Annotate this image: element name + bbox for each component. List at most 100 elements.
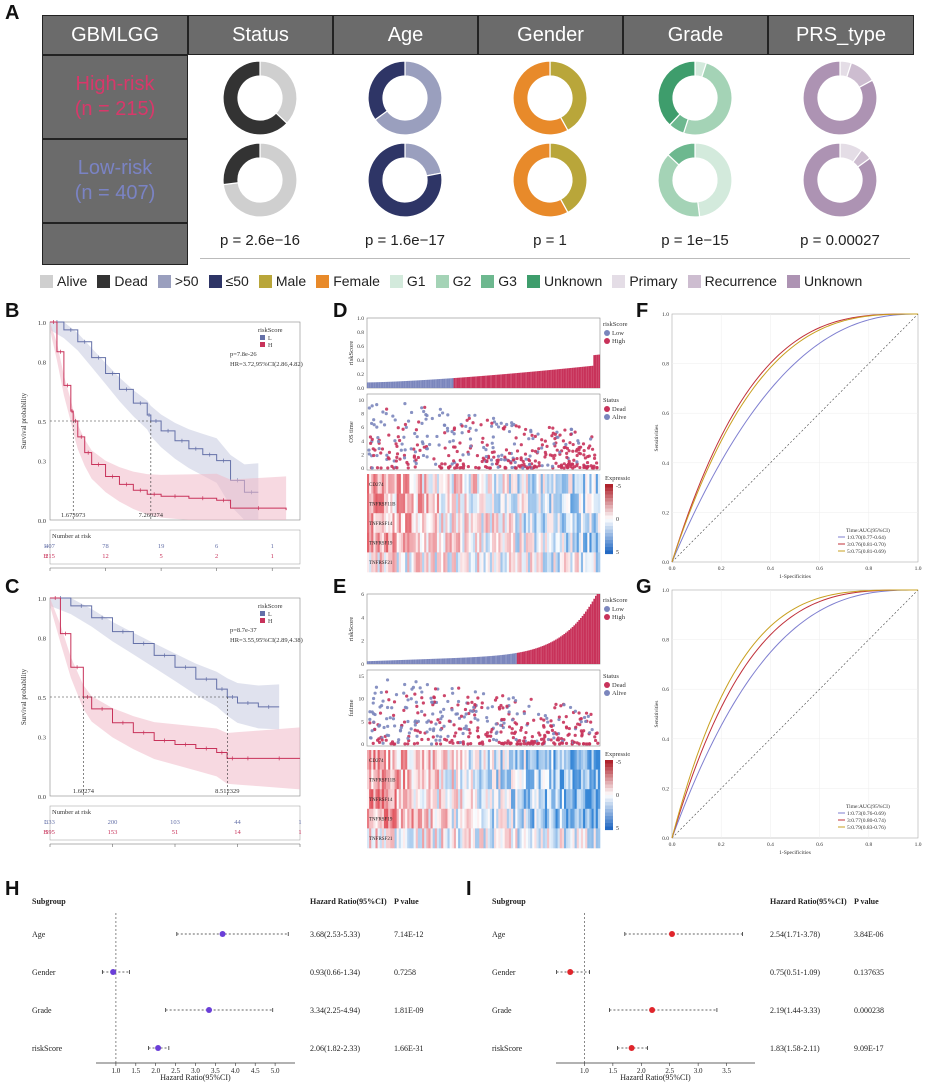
heatmap-cell (487, 789, 491, 810)
heatmap-cell (417, 789, 421, 810)
heatmap-cell (434, 474, 438, 494)
heatmap-cell (595, 769, 599, 790)
risk-bar (535, 648, 537, 664)
x-tick-label: 0.8 (865, 566, 872, 572)
heatmap-cell (570, 750, 573, 770)
risk-bar (498, 374, 501, 388)
status-point (413, 431, 417, 436)
heatmap-cell (530, 532, 533, 553)
heatmap-cell (390, 513, 393, 534)
heatmap-cell (498, 532, 501, 553)
heatmap-cell (462, 493, 465, 514)
status-point (545, 716, 549, 720)
risk-bar (403, 381, 406, 388)
risk-bar (423, 379, 426, 388)
legend-swatch (435, 274, 449, 288)
status-point (567, 449, 571, 453)
status-point (539, 737, 544, 742)
risk-bar (433, 658, 436, 664)
subgroup-label: Age (492, 930, 506, 939)
heatmap-cell (479, 474, 482, 494)
risk-bar (440, 658, 442, 664)
x-axis-label: 1-Specificities (779, 573, 811, 580)
heatmap-cell (547, 808, 550, 829)
y-tick-label: 0.8 (357, 330, 364, 336)
risk-bar (425, 379, 427, 388)
heatmap-cell (453, 828, 457, 849)
heatmap-cell (500, 750, 503, 770)
heatmap-cell (534, 532, 537, 553)
heatmap-cell (496, 808, 499, 829)
risk-plot-e: 0246riskScoreriskScoreLowHigh051015futim… (348, 592, 630, 849)
heatmap-cell (547, 769, 550, 790)
heatmap-cell (419, 769, 423, 790)
heatmap-cell (441, 808, 444, 829)
column-header: Subgroup (492, 897, 526, 906)
heatmap-cell (426, 808, 429, 829)
status-point (582, 449, 586, 453)
donut-slice (802, 142, 878, 218)
risk-table-title: Number at risk (52, 533, 92, 540)
heatmap-cell (589, 513, 592, 534)
risk-bar (520, 372, 522, 388)
heatmap-cell (491, 769, 495, 790)
heatmap-cell (553, 532, 556, 553)
status-point (382, 725, 386, 730)
heatmap-cell (475, 474, 478, 494)
p-value: 7.14E-12 (394, 930, 424, 939)
status-point (434, 722, 438, 726)
heatmap-cell (405, 828, 408, 849)
heatmap-cell (555, 828, 558, 849)
status-point (505, 422, 509, 427)
status-point (565, 451, 569, 455)
risk-bar (375, 660, 377, 664)
risk-bar (436, 658, 439, 664)
heatmap-cell (496, 750, 499, 770)
status-point (413, 723, 417, 727)
heatmap-cell (563, 513, 567, 534)
risk-count: 215 (45, 553, 55, 560)
heatmap-cell (530, 474, 533, 494)
donut-slice (222, 60, 288, 136)
heatmap-cell (511, 493, 514, 514)
heatmap-cell (587, 513, 590, 534)
risk-bar (598, 354, 600, 388)
heatmap-cell (432, 474, 436, 494)
status-point (447, 453, 451, 458)
heatmap-cell (369, 828, 372, 849)
heatmap-cell (462, 552, 465, 573)
legend-label: L (268, 612, 272, 618)
status-point (500, 453, 504, 457)
y-tick-label: 10 (359, 398, 365, 404)
heatmap-cell (379, 789, 383, 810)
color-scale-step (605, 487, 613, 492)
heatmap-cell (498, 828, 501, 849)
risk-bar (385, 381, 387, 388)
risk-bar (418, 659, 421, 664)
risk-bar (381, 660, 384, 664)
heatmap-cell (553, 750, 556, 770)
status-point (413, 692, 417, 696)
status-point (575, 447, 579, 452)
heatmap-cell (460, 769, 463, 790)
x-tick-label: 5.0 (271, 1067, 280, 1075)
heatmap-cell (379, 808, 383, 829)
heatmap-cell (523, 513, 527, 534)
risk-bar (500, 374, 502, 388)
heatmap-cell (422, 513, 425, 534)
heatmap-cell (591, 808, 594, 829)
estimate-point (649, 1007, 656, 1013)
status-point (568, 705, 573, 710)
heatmap-cell (589, 750, 592, 770)
heatmap-cell (506, 532, 510, 553)
status-point (406, 719, 410, 724)
status-point (371, 701, 375, 705)
status-point (484, 448, 488, 452)
status-point (402, 453, 407, 457)
heatmap-cell (475, 493, 478, 514)
color-scale-step (605, 512, 613, 516)
heatmap-cell (398, 532, 402, 553)
risk-bar (461, 377, 464, 388)
heatmap-cell (496, 474, 499, 494)
color-scale-step (605, 781, 613, 785)
